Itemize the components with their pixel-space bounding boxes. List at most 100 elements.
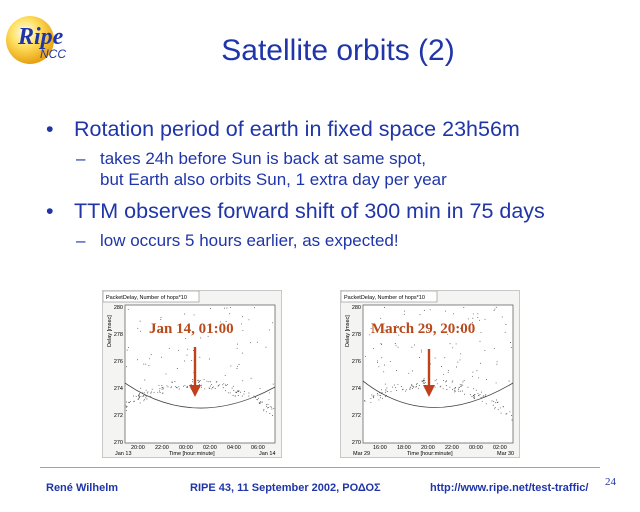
scatter-point <box>139 402 141 404</box>
scatter-point <box>199 356 201 358</box>
x-tick: 20:00 <box>421 445 435 451</box>
scatter-point <box>396 390 398 392</box>
scatter-point <box>241 395 243 397</box>
scatter-point <box>139 393 141 395</box>
scatter-point <box>242 329 244 331</box>
sub-bullet-item: – low occurs 5 hours earlier, as expecte… <box>46 230 626 251</box>
scatter-point <box>254 307 256 309</box>
scatter-point <box>384 307 385 308</box>
scatter-point <box>479 340 481 342</box>
scatter-point <box>125 405 127 407</box>
scatter-point <box>176 368 178 369</box>
scatter-point <box>209 307 211 309</box>
footer-url[interactable]: http://www.ripe.net/test-traffic/ <box>430 482 589 494</box>
date-left: Mar 29 <box>353 451 370 457</box>
scatter-point <box>458 387 460 389</box>
scatter-point <box>224 384 226 386</box>
scatter-point <box>445 381 447 383</box>
scatter-point <box>150 392 152 394</box>
scatter-point <box>199 384 201 386</box>
x-tick: 22:00 <box>445 445 459 451</box>
scatter-point <box>370 398 372 400</box>
scatter-point <box>178 349 179 351</box>
scatter-point <box>145 397 147 399</box>
scatter-point <box>187 348 189 350</box>
scatter-point <box>143 392 145 394</box>
scatter-point <box>208 358 210 360</box>
scatter-point <box>505 324 507 325</box>
y-tick: 274 <box>114 386 123 392</box>
scatter-point <box>237 395 239 396</box>
scatter-point <box>480 331 482 333</box>
scatter-point <box>395 387 397 389</box>
scatter-point <box>139 395 141 397</box>
scatter-point <box>472 317 474 319</box>
scatter-point <box>416 385 418 387</box>
scatter-point <box>453 313 455 315</box>
scatter-point <box>411 346 413 348</box>
scatter-point <box>160 319 162 321</box>
scatter-point <box>442 388 444 390</box>
scatter-point <box>501 316 503 318</box>
plot-annotation: Jan 14, 01:00 <box>149 321 234 337</box>
scatter-point <box>133 400 135 402</box>
y-tick: 276 <box>114 359 123 365</box>
scatter-point <box>396 325 397 327</box>
scatter-point <box>201 384 202 386</box>
plot-area <box>124 304 276 444</box>
scatter-point <box>447 371 449 373</box>
scatter-point <box>370 328 372 330</box>
scatter-point <box>413 386 415 388</box>
scatter-point <box>491 400 493 402</box>
y-tick: 270 <box>352 440 361 446</box>
scatter-point <box>238 364 240 365</box>
scatter-point <box>242 316 243 318</box>
delay-plot-jan: PacketDelay, Number of hops*10 Delay [ms… <box>102 290 282 458</box>
scatter-point <box>424 382 426 383</box>
scatter-point <box>253 395 255 397</box>
scatter-point <box>495 306 497 308</box>
scatter-point <box>236 347 238 349</box>
scatter-point <box>399 328 401 330</box>
scatter-point <box>477 392 479 394</box>
scatter-point <box>511 415 512 417</box>
scatter-point <box>258 397 260 399</box>
scatter-point <box>183 385 185 387</box>
y-tick: 278 <box>114 332 123 338</box>
scatter-point <box>372 347 374 349</box>
scatter-point <box>378 366 380 368</box>
scatter-point <box>209 387 211 389</box>
scatter-point <box>379 395 381 396</box>
scatter-point <box>135 395 137 397</box>
scatter-point <box>452 380 454 382</box>
scatter-point <box>410 386 412 388</box>
scatter-point <box>225 385 227 387</box>
scatter-point <box>396 370 397 372</box>
scatter-point <box>248 395 250 397</box>
slide-title: Satellite orbits (2) <box>221 34 455 67</box>
scatter-point <box>448 369 449 371</box>
scatter-point <box>144 395 146 397</box>
scatter-point <box>473 396 475 398</box>
delay-trend-curve <box>124 382 276 409</box>
scatter-point <box>271 408 273 410</box>
scatter-point <box>273 407 275 409</box>
scatter-point <box>464 393 465 395</box>
scatter-point <box>233 390 235 392</box>
scatter-point <box>141 395 143 397</box>
scatter-point <box>208 387 210 389</box>
scatter-point <box>373 394 375 396</box>
scatter-point <box>485 379 487 381</box>
scatter-point <box>369 334 371 336</box>
scatter-point <box>393 384 395 386</box>
scatter-point <box>392 386 394 388</box>
scatter-point <box>473 396 475 398</box>
scatter-point <box>452 389 454 391</box>
scatter-point <box>143 395 145 397</box>
scatter-point <box>455 390 456 392</box>
scatter-point <box>382 397 384 399</box>
scatter-point <box>254 397 256 398</box>
scatter-point <box>236 365 238 367</box>
scatter-point <box>272 383 274 385</box>
scatter-point <box>384 383 386 385</box>
